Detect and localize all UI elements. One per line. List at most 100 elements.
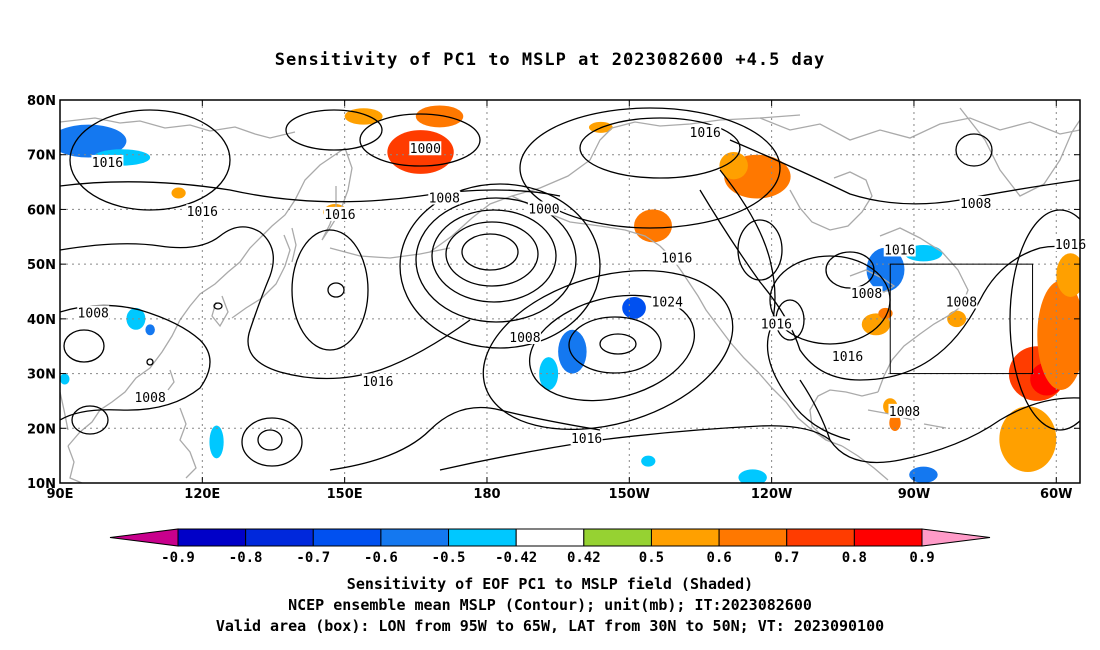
- shaded-region: [738, 469, 767, 483]
- caption-line-1: Sensitivity of EOF PC1 to MSLP field (Sh…: [346, 575, 754, 593]
- contour-siberia-1: [285, 109, 383, 151]
- contour-arctic-high-1: [579, 117, 741, 179]
- shaded-region: [878, 307, 893, 319]
- lat-tick-label: 40N: [27, 313, 56, 328]
- contour-wpac-low-1: [241, 417, 303, 467]
- colorbar-swatch: [921, 528, 991, 547]
- contour-pacific-high-1: [599, 333, 637, 355]
- coastlines: [60, 107, 1080, 483]
- lon-tick-label: 150W: [609, 487, 650, 502]
- contour-label: 1000: [528, 202, 559, 217]
- contour-label-bg: [1054, 236, 1087, 251]
- contour-label-bg: [959, 195, 992, 210]
- contour-label: 1024: [652, 295, 683, 310]
- contour-label-bg: [760, 316, 793, 331]
- contour-na-long-3: [799, 379, 1080, 464]
- contour-label-bg: [186, 204, 219, 219]
- lat-lon-gridlines: [60, 100, 1080, 483]
- shaded-region: [1037, 280, 1080, 390]
- caption-line-3: Valid area (box): LON from 95W to 65W, L…: [215, 617, 885, 635]
- contour-label-bg: [323, 206, 356, 221]
- colorbar-swatch: [448, 528, 517, 547]
- contour-label-bg: [651, 294, 684, 309]
- colorbar-label: -0.9: [161, 550, 195, 566]
- lon-tick-label: 120E: [184, 487, 220, 502]
- contour-label: 1016: [761, 317, 792, 332]
- shaded-region: [539, 357, 559, 390]
- contour-wpac-low-2: [257, 429, 283, 451]
- contour-label-bg: [428, 190, 461, 205]
- contour-wpac-low-6: [213, 302, 223, 310]
- contour-label: 1016: [324, 208, 355, 223]
- contour-siberia-3: [69, 109, 231, 211]
- contour-aleutian-low-5: [399, 183, 601, 349]
- lat-tick-label: 80N: [27, 94, 56, 109]
- colorbar-label: -0.5: [432, 550, 466, 566]
- axis-ticks: 90E 120E 150E 180 150W 120W 90W 60W 10N 20N 30N 40N…: [27, 94, 1080, 502]
- contour-na-long-4: [719, 169, 851, 441]
- contour-label-bg: [77, 305, 110, 320]
- contour-aleutian-low-3: [431, 209, 557, 303]
- coastline-indochina: [67, 445, 83, 483]
- shaded-region: [171, 187, 186, 199]
- contour-label-bg: [850, 286, 883, 301]
- contour-na-long-1: [729, 139, 1080, 205]
- lon-tick-label: 180: [473, 487, 500, 502]
- lat-tick-label: 70N: [27, 149, 56, 164]
- contour-wpac-low-5: [146, 358, 154, 366]
- contour-label: 1008: [509, 331, 540, 346]
- shaded-region: [634, 209, 672, 243]
- lon-tick-label: 90W: [898, 487, 930, 502]
- contour-label-bg: [508, 330, 541, 345]
- contour-label: 1016: [187, 205, 218, 220]
- colorbar-label: 0.42: [567, 550, 601, 566]
- shaded-region: [558, 329, 587, 374]
- colorbar-label: -0.42: [495, 550, 537, 566]
- colorbar-swatch: [245, 528, 314, 547]
- shaded-region: [622, 296, 646, 319]
- colorbar-label: 0.6: [706, 550, 731, 566]
- contour-na-long-2: [699, 189, 1080, 381]
- coastline-taiwan: [167, 369, 175, 391]
- contour-label: 1008: [946, 295, 977, 310]
- lon-tick-label: 150E: [327, 487, 363, 502]
- contour-label: 1016: [661, 252, 692, 267]
- contour-na-5: [955, 133, 993, 167]
- coastline-india: [60, 391, 69, 431]
- colorbar-label: 0.8: [842, 550, 867, 566]
- contour-aleutian-low-4: [415, 197, 577, 323]
- shaded-region: [415, 105, 464, 128]
- contour-label: 1008: [134, 391, 165, 406]
- lat-tick-label: 30N: [27, 368, 56, 383]
- colorbar-label: 0.9: [909, 550, 934, 566]
- caption: Sensitivity of EOF PC1 to MSLP field (Sh…: [0, 574, 1100, 637]
- coastline-arctic-islands: [759, 117, 1080, 141]
- contour-asia-long-2: [60, 226, 471, 380]
- contour-label: 1016: [884, 243, 915, 258]
- contour-label: 1016: [690, 126, 721, 141]
- colorbar-label: -0.7: [296, 550, 330, 566]
- shaded-region: [60, 373, 70, 385]
- colorbar-swatch: [786, 528, 855, 547]
- coastline-hispaniola: [923, 423, 947, 429]
- contour-label: 1016: [1055, 238, 1086, 253]
- shaded-region: [641, 455, 656, 467]
- coastline-korea: [211, 295, 229, 328]
- contour-na-6: [1009, 209, 1080, 431]
- colorbar-swatch: [177, 528, 247, 547]
- contour-label: 1008: [429, 191, 460, 206]
- caption-line-2: NCEP ensemble mean MSLP (Contour); unit(…: [288, 596, 812, 614]
- contour-label-bg: [134, 390, 167, 405]
- lon-tick-label: 60W: [1040, 487, 1072, 502]
- lat-tick-label: 50N: [27, 258, 56, 273]
- contour-siberia-4: [291, 229, 369, 351]
- lat-tick-label: 20N: [27, 422, 56, 437]
- coastline-kamchatka: [321, 147, 353, 241]
- colorbar-label: -0.6: [364, 550, 398, 566]
- coastline-labrador: [877, 227, 969, 393]
- contour-label: 1000: [410, 142, 441, 157]
- contour-label: 1016: [571, 432, 602, 447]
- colorbar-label: 0.7: [774, 550, 799, 566]
- contour-label-bg: [660, 250, 693, 265]
- contour-pacific-high-3: [528, 294, 696, 402]
